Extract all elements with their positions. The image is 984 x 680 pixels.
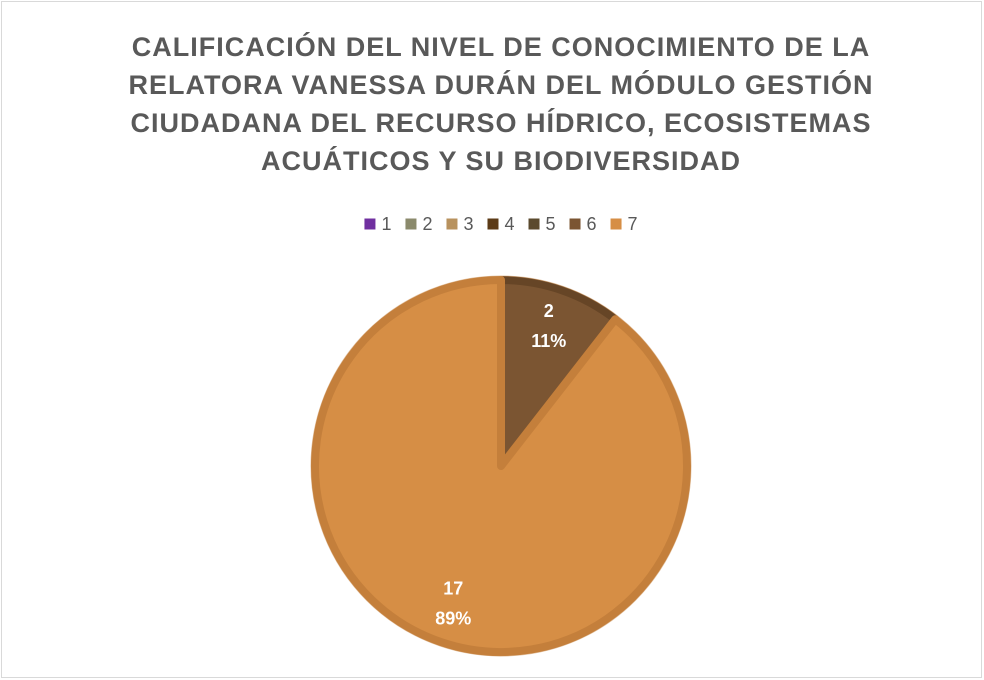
legend-swatch: [610, 218, 622, 230]
pie-slice: [311, 276, 691, 656]
legend-swatch: [569, 218, 581, 230]
legend-label: 1: [381, 214, 391, 234]
legend-label: 7: [628, 214, 638, 234]
data-label-percent: 89%: [435, 609, 471, 629]
pie-slice: [497, 276, 620, 470]
legend-swatch: [528, 218, 540, 230]
data-label-percent: 11%: [531, 331, 566, 351]
legend-label: 6: [587, 214, 597, 234]
legend-label: 5: [546, 214, 556, 234]
legend-swatch: [364, 218, 376, 230]
legend-label: 2: [422, 214, 432, 234]
legend-swatch: [446, 218, 458, 230]
legend-swatch: [405, 218, 417, 230]
pie-outline: [310, 275, 692, 657]
legend-label: 4: [504, 214, 514, 234]
data-label-value: 17: [443, 579, 463, 599]
legend-label: 3: [463, 214, 473, 234]
data-label-value: 2: [544, 301, 554, 321]
legend-swatch: [487, 218, 499, 230]
chart-title: CALIFICACIÓN DEL NIVEL DE CONOCIMIENTO D…: [128, 32, 874, 176]
